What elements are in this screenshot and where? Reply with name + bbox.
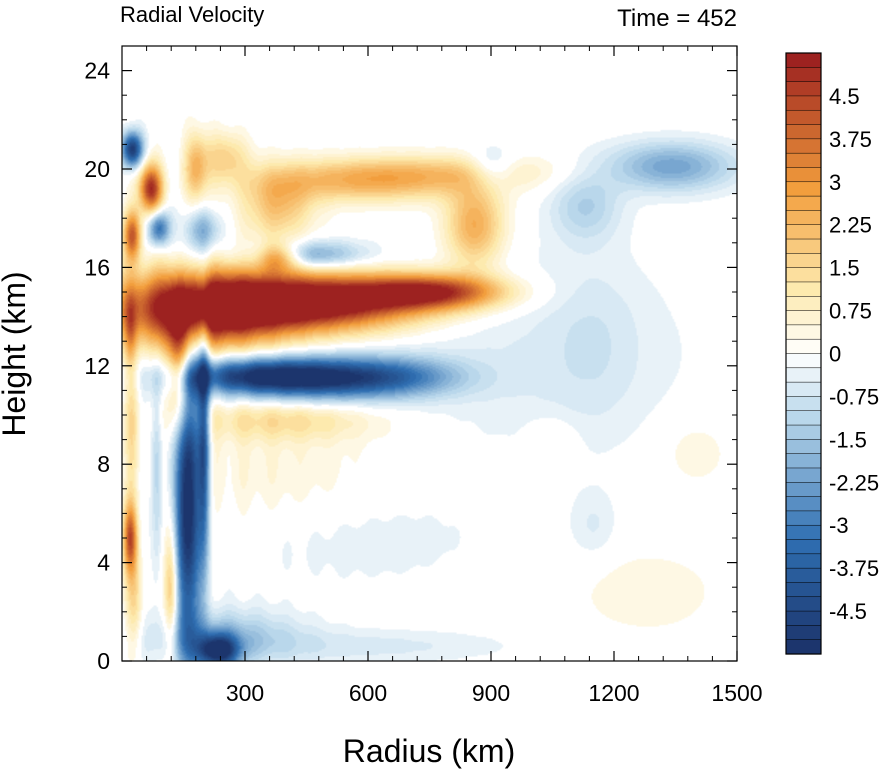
- y-tick-label: 12: [84, 353, 110, 379]
- colorbar-bin: [785, 596, 822, 612]
- colorbar-bin: [785, 567, 822, 584]
- x-axis-ticks: 300 600 900 1200 1500: [226, 46, 763, 706]
- y-tick-label: 4: [97, 550, 110, 576]
- colorbar-bin: [785, 324, 822, 340]
- colorbar-bin: [785, 81, 822, 97]
- chart-title: Radial Velocity: [120, 2, 264, 27]
- colorbar-bin: [785, 195, 822, 211]
- colorbar-bin: [785, 381, 822, 397]
- colorbar-tick-label: 1.5: [829, 256, 860, 281]
- colorbar-frame: [785, 52, 822, 655]
- y-tick-label: 24: [84, 58, 110, 84]
- colorbar-bin: [785, 367, 822, 383]
- colorbar-bin: [785, 210, 822, 226]
- x-tick-label: 1500: [711, 680, 762, 706]
- colorbar-bin: [785, 253, 822, 269]
- colorbar-bin: [785, 625, 822, 641]
- colorbar-bin: [785, 424, 822, 440]
- velocity-contour-field: [122, 46, 737, 661]
- colorbar-bin: [785, 524, 822, 541]
- colorbar-bin: [785, 496, 822, 512]
- minor-ticks: [122, 46, 737, 661]
- colorbar-labels: 4.5 3.75 3 2.25 1.5 0.75 0 -0.75 -1.5 -2.25 -3 -3.7…: [829, 84, 879, 624]
- colorbar-tick-label: -0.75: [829, 384, 879, 409]
- colorbar-tick-label: -4.5: [829, 599, 867, 624]
- colorbar: [785, 52, 822, 655]
- colorbar-bin: [785, 396, 822, 412]
- colorbar-bin: [785, 267, 822, 283]
- y-axis-label: Height (km): [0, 271, 32, 436]
- colorbar-bin: [785, 310, 822, 326]
- colorbar-bin: [785, 439, 822, 455]
- colorbar-bin: [785, 238, 822, 254]
- colorbar-bin: [785, 453, 822, 469]
- colorbar-bin: [785, 109, 822, 126]
- colorbar-bin: [785, 95, 822, 111]
- colorbar-tick-label: 4.5: [829, 84, 860, 109]
- colorbar-bin: [785, 353, 822, 369]
- y-tick-label: 0: [97, 648, 110, 674]
- colorbar-bin: [785, 152, 822, 169]
- colorbar-bin: [785, 281, 822, 297]
- colorbar-tick-label: 0.75: [829, 299, 872, 324]
- y-tick-label: 20: [84, 156, 110, 182]
- x-tick-label: 900: [472, 680, 510, 706]
- colorbar-bin: [785, 467, 822, 483]
- colorbar-bin: [785, 582, 822, 598]
- y-axis-ticks: 0 4 8 12 16 20 24: [84, 58, 737, 674]
- colorbar-bin: [785, 181, 822, 197]
- plot-frame: [121, 45, 738, 662]
- colorbar-tick-label: -1.5: [829, 427, 867, 452]
- y-tick-label: 8: [97, 451, 110, 477]
- colorbar-bin: [785, 338, 822, 355]
- x-axis-label: Radius (km): [343, 733, 515, 769]
- colorbar-bin: [785, 553, 822, 569]
- colorbar-tick-label: -3: [829, 513, 849, 538]
- colorbar-tick-label: 3: [829, 170, 841, 195]
- colorbar-bin: [785, 124, 822, 140]
- colorbar-bin: [785, 610, 822, 626]
- colorbar-bin: [785, 67, 822, 83]
- x-tick-label: 300: [226, 680, 264, 706]
- colorbar-bin: [785, 482, 822, 498]
- x-tick-label: 1200: [588, 680, 639, 706]
- colorbar-tick-label: 0: [829, 342, 841, 367]
- y-tick-label: 16: [84, 254, 110, 280]
- colorbar-bin: [785, 639, 822, 655]
- colorbar-tick-label: 3.75: [829, 127, 872, 152]
- time-annotation: Time = 452: [617, 5, 737, 32]
- colorbar-tick-label: 2.25: [829, 213, 872, 238]
- colorbar-tick-label: -2.25: [829, 470, 879, 495]
- colorbar-bin: [785, 410, 822, 426]
- colorbar-tick-label: -3.75: [829, 556, 879, 581]
- colorbar-bin: [785, 138, 822, 154]
- colorbar-bin: [785, 296, 822, 312]
- colorbar-bin: [785, 52, 822, 68]
- colorbar-bin: [785, 167, 822, 183]
- colorbar-bin: [785, 510, 822, 526]
- x-tick-label: 600: [349, 680, 387, 706]
- colorbar-bin: [785, 224, 822, 240]
- colorbar-bin: [785, 539, 822, 555]
